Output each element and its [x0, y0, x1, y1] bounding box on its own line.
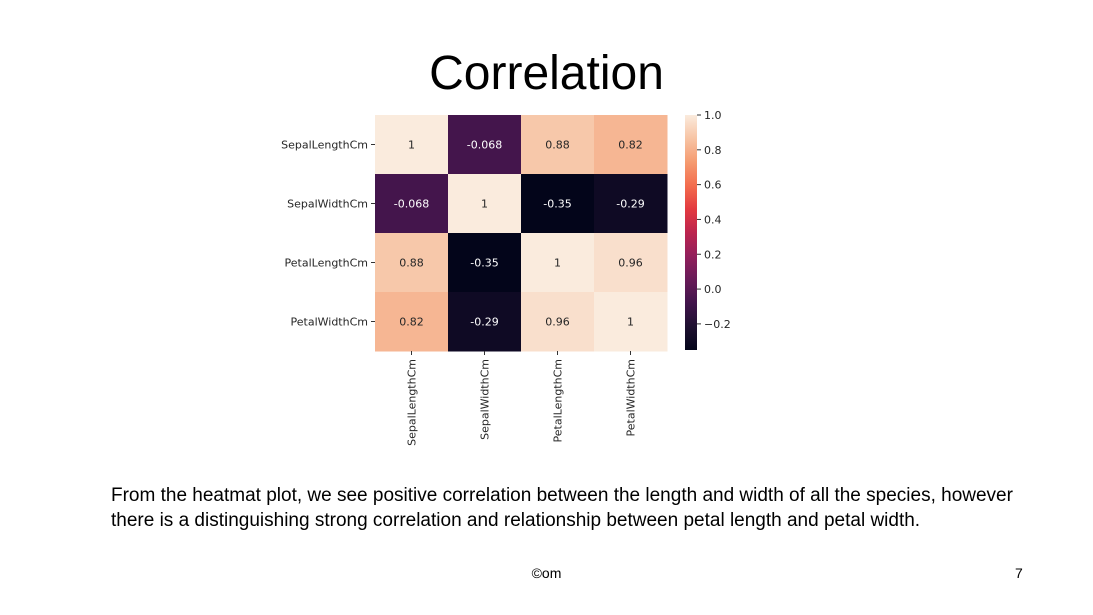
y-tick-label: SepalLengthCm — [281, 139, 368, 152]
cell-annotation: 0.88 — [399, 257, 424, 270]
cell-annotation: 0.82 — [399, 316, 424, 329]
page-number: 7 — [1015, 565, 1023, 581]
y-tick-label: SepalWidthCm — [287, 198, 368, 211]
heatmap-cell — [375, 292, 449, 352]
colorbar-tick-label: 1.0 — [704, 109, 722, 122]
y-tick-label: PetalLengthCm — [285, 257, 368, 270]
cell-annotation: -0.29 — [470, 316, 498, 329]
cell-annotation: 1 — [481, 198, 488, 211]
footer-copyright: ©om — [531, 565, 562, 581]
heatmap-cell — [375, 115, 449, 175]
heatmap-cell — [448, 292, 522, 352]
colorbar-tick-label: −0.2 — [704, 318, 731, 331]
cell-annotation: 0.82 — [618, 139, 643, 152]
cell-annotation: -0.068 — [394, 198, 429, 211]
heatmap-cell — [594, 292, 668, 352]
heatmap-cell — [375, 233, 449, 293]
heatmap-cell — [448, 174, 522, 234]
heatmap-cell — [594, 174, 668, 234]
heatmap-cell — [594, 233, 668, 293]
slide-title: Correlation — [429, 47, 664, 100]
heatmap-cell — [521, 115, 595, 175]
heatmap-cell — [521, 174, 595, 234]
colorbar-tick-label: 0.6 — [704, 179, 722, 192]
heatmap-cell — [375, 174, 449, 234]
heatmap-cell — [594, 115, 668, 175]
colorbar-tick-label: 0.4 — [704, 213, 722, 226]
colorbar-tick-label: 0.0 — [704, 283, 722, 296]
cell-annotation: 1 — [408, 139, 415, 152]
heatmap-cell — [521, 233, 595, 293]
correlation-heatmap: 1 -0.068 0.88 0.82 -0.068 1 -0.35 -0.29 0.88 -0.3… — [281, 109, 731, 446]
cell-annotation: -0.35 — [543, 198, 571, 211]
heatmap-cell — [521, 292, 595, 352]
cell-annotation: 0.96 — [618, 257, 643, 270]
y-tick-label: PetalWidthCm — [291, 316, 368, 329]
heatmap-cell — [448, 233, 522, 293]
x-tick-label: SepalWidthCm — [479, 359, 492, 440]
cell-annotation: 0.96 — [545, 316, 570, 329]
cell-annotation: -0.29 — [616, 198, 644, 211]
colorbar-tick-label: 0.2 — [704, 248, 722, 261]
x-tick-label: PetalWidthCm — [625, 359, 638, 436]
x-tick-label: SepalLengthCm — [406, 359, 419, 446]
cell-annotation: 0.88 — [545, 139, 570, 152]
heatmap-cell — [448, 115, 522, 175]
cell-annotation: -0.35 — [470, 257, 498, 270]
cell-annotation: 1 — [554, 257, 561, 270]
cell-annotation: -0.068 — [467, 139, 502, 152]
cell-annotation: 1 — [627, 316, 634, 329]
colorbar-tick-label: 0.8 — [704, 144, 722, 157]
x-tick-label: PetalLengthCm — [552, 359, 565, 442]
colorbar — [685, 115, 697, 350]
slide-body-text: From the heatmat plot, we see positive c… — [111, 485, 1013, 531]
